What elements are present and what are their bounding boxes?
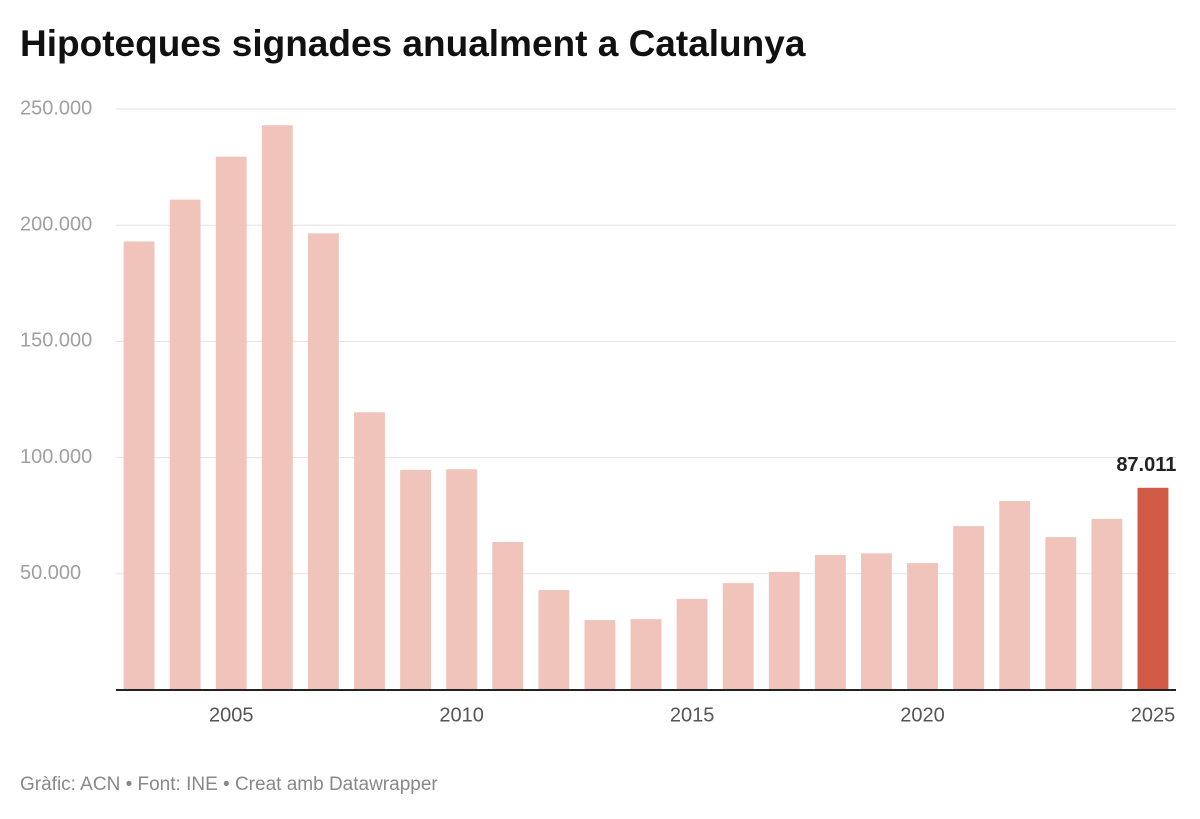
x-tick-label: 2010 [439, 704, 484, 726]
bar [768, 571, 800, 690]
y-tick-label: 150.000 [20, 330, 92, 352]
bar [169, 199, 201, 691]
bar [722, 583, 754, 690]
bar [907, 563, 938, 690]
bar [584, 620, 616, 690]
y-tick-label: 200.000 [20, 213, 92, 235]
y-tick-label: 100.000 [20, 446, 92, 468]
bar [400, 469, 432, 690]
bar [999, 501, 1031, 690]
y-tick-label: 250.000 [20, 97, 92, 119]
bar [538, 590, 570, 690]
bar [860, 553, 892, 690]
bar [446, 469, 478, 690]
bar [630, 619, 662, 690]
bar [261, 125, 293, 690]
y-tick-label: 50.000 [20, 562, 81, 584]
x-tick-label: 2015 [670, 704, 715, 726]
bar [354, 412, 385, 690]
x-tick-label: 2025 [1131, 704, 1176, 726]
bar [1091, 518, 1123, 690]
x-tick-label: 2005 [209, 704, 254, 726]
bar [215, 156, 247, 691]
value-label: 87.011 [1116, 454, 1176, 476]
bar [1045, 537, 1077, 690]
bar [953, 526, 985, 690]
bar [492, 541, 524, 690]
bar [814, 554, 846, 690]
chart-title: Hipoteques signades anualment a Cataluny… [20, 23, 806, 64]
x-tick-label: 2020 [900, 704, 945, 726]
bar [307, 233, 339, 691]
bar [123, 241, 155, 690]
source-note: Gràfic: ACN • Font: INE • Creat amb Data… [20, 774, 438, 795]
bar [1137, 487, 1169, 690]
bar [676, 598, 708, 690]
